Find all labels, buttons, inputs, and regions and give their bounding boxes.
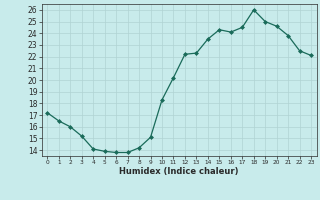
X-axis label: Humidex (Indice chaleur): Humidex (Indice chaleur) (119, 167, 239, 176)
